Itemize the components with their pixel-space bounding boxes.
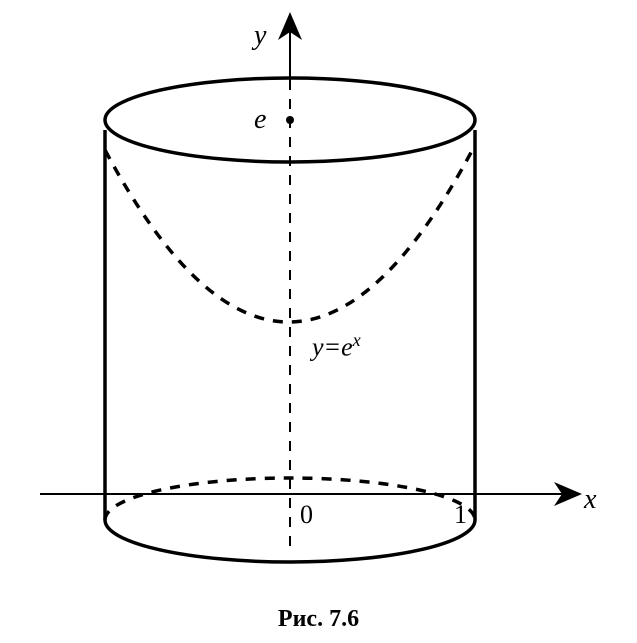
label-one: 1 (454, 500, 467, 530)
diagram-svg (0, 0, 637, 643)
label-x-axis: x (584, 484, 596, 516)
label-e: e (254, 104, 266, 136)
label-y-axis: y (254, 20, 266, 52)
point-e (286, 116, 294, 124)
figure-caption: Рис. 7.6 (0, 606, 637, 633)
label-equation: y=ex (312, 330, 361, 363)
label-zero: 0 (300, 500, 313, 530)
diagram-container: y x 0 1 e y=ex Рис. 7.6 (0, 0, 637, 643)
